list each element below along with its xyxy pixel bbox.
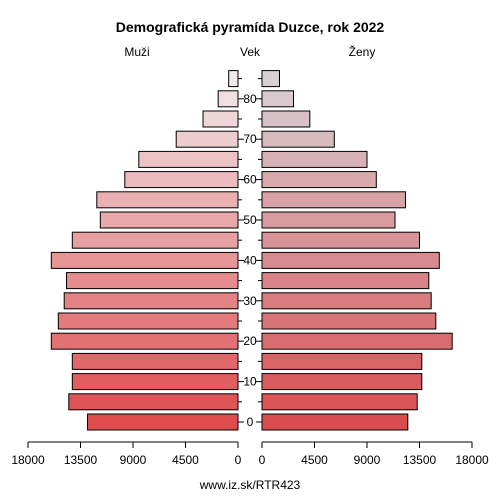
female-bar-35-39 bbox=[261, 272, 430, 290]
male-bar-35-39 bbox=[66, 272, 239, 290]
footer-source: www.iz.sk/RTR423 bbox=[199, 478, 301, 492]
female-bar-80-84 bbox=[261, 90, 294, 108]
female-bar-30-34 bbox=[261, 292, 432, 310]
male-bar-40-44 bbox=[50, 251, 239, 269]
x-tick-label: 4500 bbox=[301, 453, 328, 467]
age-tick-label: 50 bbox=[243, 213, 257, 227]
male-bar-80-84 bbox=[217, 90, 239, 108]
female-bar-25-29 bbox=[261, 312, 437, 330]
male-bar-75-79 bbox=[202, 110, 239, 128]
male-bar-85+ bbox=[228, 70, 239, 88]
female-bar-65-69 bbox=[261, 150, 368, 168]
age-axis: 0 10 20 30 40 50 60 70 80 bbox=[238, 78, 262, 429]
age-tick-label: 40 bbox=[243, 253, 257, 267]
x-tick-label: 9000 bbox=[120, 453, 147, 467]
female-x-axis: 0 4500 9000 13500 18000 bbox=[259, 441, 489, 467]
male-bar-50-54 bbox=[99, 211, 239, 229]
female-bar-10-14 bbox=[261, 373, 423, 391]
male-bar-5-9 bbox=[68, 393, 239, 411]
female-bar-45-49 bbox=[261, 231, 420, 249]
x-tick-label: 13500 bbox=[403, 453, 437, 467]
x-tick-label: 18000 bbox=[11, 453, 45, 467]
female-label: Ženy bbox=[349, 44, 376, 59]
male-x-axis: 18000 13500 9000 4500 0 bbox=[11, 441, 242, 467]
x-tick-label: 18000 bbox=[455, 453, 489, 467]
x-tick-label: 0 bbox=[259, 453, 266, 467]
x-tick-label: 13500 bbox=[64, 453, 98, 467]
male-bar-70-74 bbox=[175, 130, 239, 148]
female-bar-50-54 bbox=[261, 211, 396, 229]
male-bar-60-64 bbox=[124, 171, 239, 189]
female-bar-5-9 bbox=[261, 393, 418, 411]
age-tick-label: 30 bbox=[243, 294, 257, 308]
female-bar-75-79 bbox=[261, 110, 311, 128]
female-bar-55-59 bbox=[261, 191, 406, 209]
age-label: Vek bbox=[240, 45, 261, 59]
female-bar-0-4 bbox=[261, 413, 409, 431]
female-bar-40-44 bbox=[261, 251, 440, 269]
x-tick-label: 4500 bbox=[172, 453, 199, 467]
male-bar-30-34 bbox=[63, 292, 239, 310]
chart-title: Demografická pyramída Duzce, rok 2022 bbox=[116, 19, 385, 35]
male-bars bbox=[50, 70, 239, 431]
female-bar-85+ bbox=[261, 70, 280, 88]
x-tick-label: 9000 bbox=[354, 453, 381, 467]
female-bar-60-64 bbox=[261, 171, 377, 189]
female-bar-20-24 bbox=[261, 332, 453, 350]
female-bar-70-74 bbox=[261, 130, 335, 148]
male-bar-65-69 bbox=[138, 150, 239, 168]
age-tick-label: 70 bbox=[243, 132, 257, 146]
age-tick-label: 80 bbox=[243, 92, 257, 106]
x-tick-label: 0 bbox=[235, 453, 242, 467]
male-label: Muži bbox=[124, 45, 149, 59]
male-bar-55-59 bbox=[96, 191, 239, 209]
male-bar-45-49 bbox=[71, 231, 239, 249]
female-bar-15-19 bbox=[261, 352, 423, 370]
male-bar-0-4 bbox=[87, 413, 239, 431]
male-bar-25-29 bbox=[57, 312, 239, 330]
male-bar-15-19 bbox=[71, 352, 239, 370]
male-bar-10-14 bbox=[71, 373, 239, 391]
female-bars bbox=[261, 70, 453, 431]
male-bar-20-24 bbox=[50, 332, 239, 350]
age-tick-label: 20 bbox=[243, 334, 257, 348]
age-tick-label: 10 bbox=[243, 375, 257, 389]
age-tick-label: 60 bbox=[243, 173, 257, 187]
age-tick-label: 0 bbox=[247, 415, 254, 429]
